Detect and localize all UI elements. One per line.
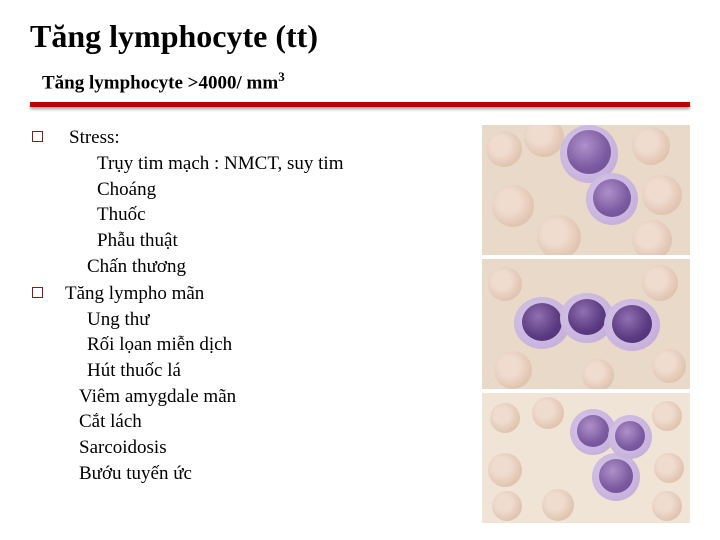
divider-line [30, 102, 690, 107]
sub-item: Choáng [97, 177, 400, 203]
sub-item: Hút thuốc lá [87, 358, 400, 384]
sub-item: Sarcoidosis [79, 435, 400, 461]
text-column: Stress: Trụy tim mạch : NMCT, suy tim Ch… [30, 125, 400, 488]
micrograph-image [482, 259, 690, 389]
subtitle-superscript: 3 [278, 69, 285, 84]
micrograph-image [482, 393, 690, 523]
list-item: Tăng lympho mãn Ung thư Rối lọan miễn dị… [30, 281, 400, 486]
sub-item: Chấn thương [87, 254, 400, 280]
sub-item: Phẫu thuật [97, 228, 400, 254]
slide-subtitle: Tăng lymphocyte >4000/ mm3 [42, 69, 690, 94]
sub-item: Trụy tim mạch : NMCT, suy tim [97, 151, 400, 177]
sub-item: Thuốc [97, 202, 400, 228]
list-item: Stress: Trụy tim mạch : NMCT, suy tim Ch… [30, 125, 400, 279]
item-heading: Stress: [69, 125, 400, 151]
slide-page: Tăng lymphocyte (tt) Tăng lymphocyte >40… [0, 0, 720, 540]
image-column [482, 125, 690, 523]
bullet-icon [32, 287, 43, 298]
item-body: Stress: Trụy tim mạch : NMCT, suy tim Ch… [65, 125, 400, 279]
sub-item: Rối lọan miễn dịch [87, 332, 400, 358]
sub-item: Viêm amygdale mãn [79, 384, 400, 410]
item-body: Tăng lympho mãn Ung thư Rối lọan miễn dị… [65, 281, 400, 486]
item-heading: Tăng lympho mãn [65, 281, 400, 307]
sub-item: Ung thư [87, 307, 400, 333]
micrograph-image [482, 125, 690, 255]
bullet-icon [32, 131, 43, 142]
subtitle-text: Tăng lymphocyte >4000/ mm [42, 72, 278, 93]
sub-item: Cắt lách [79, 409, 400, 435]
sub-item: Bướu tuyến ức [79, 461, 400, 487]
slide-title: Tăng lymphocyte (tt) [30, 18, 690, 55]
